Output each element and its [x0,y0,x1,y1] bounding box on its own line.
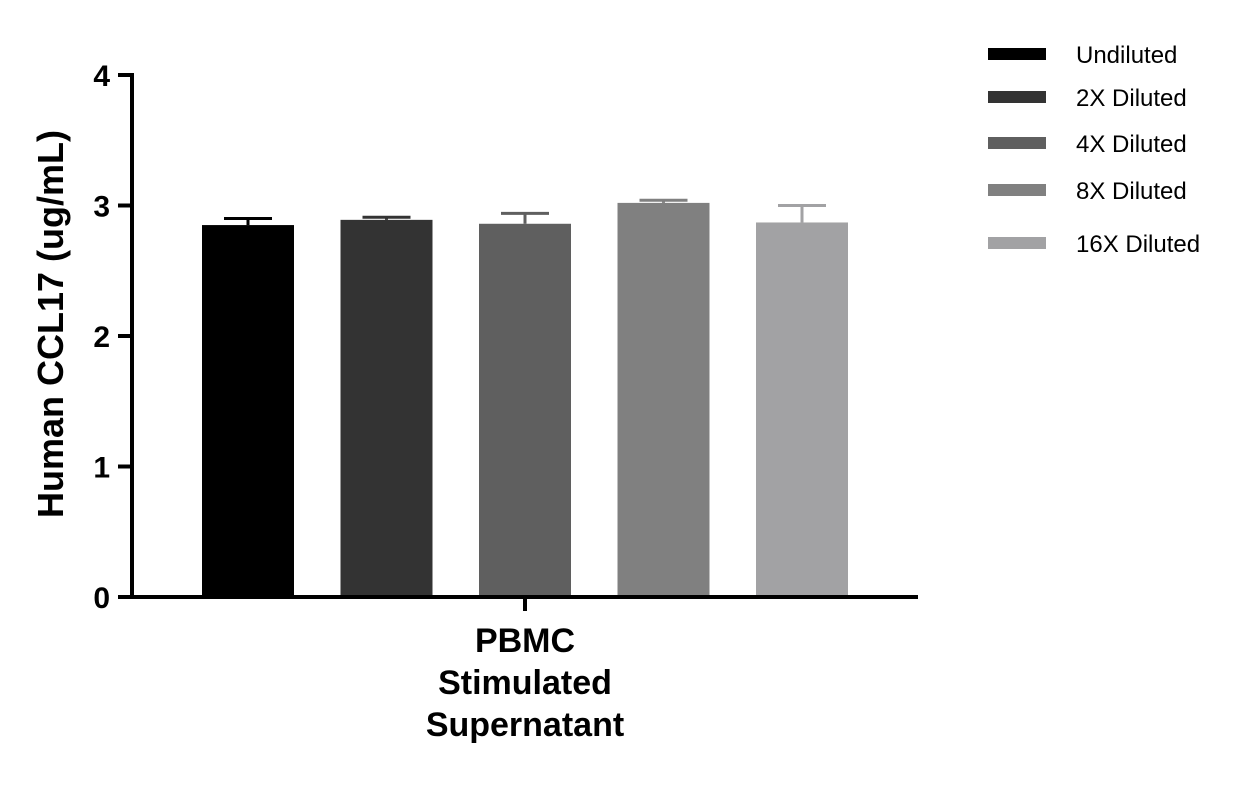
category-label-line: Supernatant [426,706,624,744]
legend-label: 2X Diluted [1076,85,1187,112]
bars-layer [202,198,848,598]
y-axis-title: Human CCL17 (ug/mL) [30,130,71,518]
y-tick-label: 2 [93,321,110,354]
legend-label: Undiluted [1076,42,1177,69]
legend-label: 8X Diluted [1076,178,1187,205]
bar [202,225,294,597]
legend: Undiluted 2X Diluted 4X Diluted 8X Diluted 1… [988,42,1200,258]
legend-swatch [988,48,1046,60]
y-tick-label: 0 [93,582,110,615]
legend-swatch [988,91,1046,103]
legend-swatch [988,237,1046,249]
legend-swatch [988,137,1046,149]
y-tick-label: 1 [93,452,110,485]
category-label-line: PBMC [475,622,575,660]
legend-swatch [988,184,1046,196]
category-label-line: Stimulated [438,664,612,702]
y-tick-label: 4 [93,60,110,93]
bar [756,222,848,597]
legend-label: 4X Diluted [1076,131,1187,158]
category-labels: PBMC Stimulated Supernatant [426,622,624,744]
y-tick-label: 3 [93,191,110,224]
bar [479,223,571,597]
bar [340,219,433,598]
bar [617,202,710,597]
legend-label: 16X Diluted [1076,231,1200,258]
y-ticks: 0 1 2 3 4 [93,60,132,615]
